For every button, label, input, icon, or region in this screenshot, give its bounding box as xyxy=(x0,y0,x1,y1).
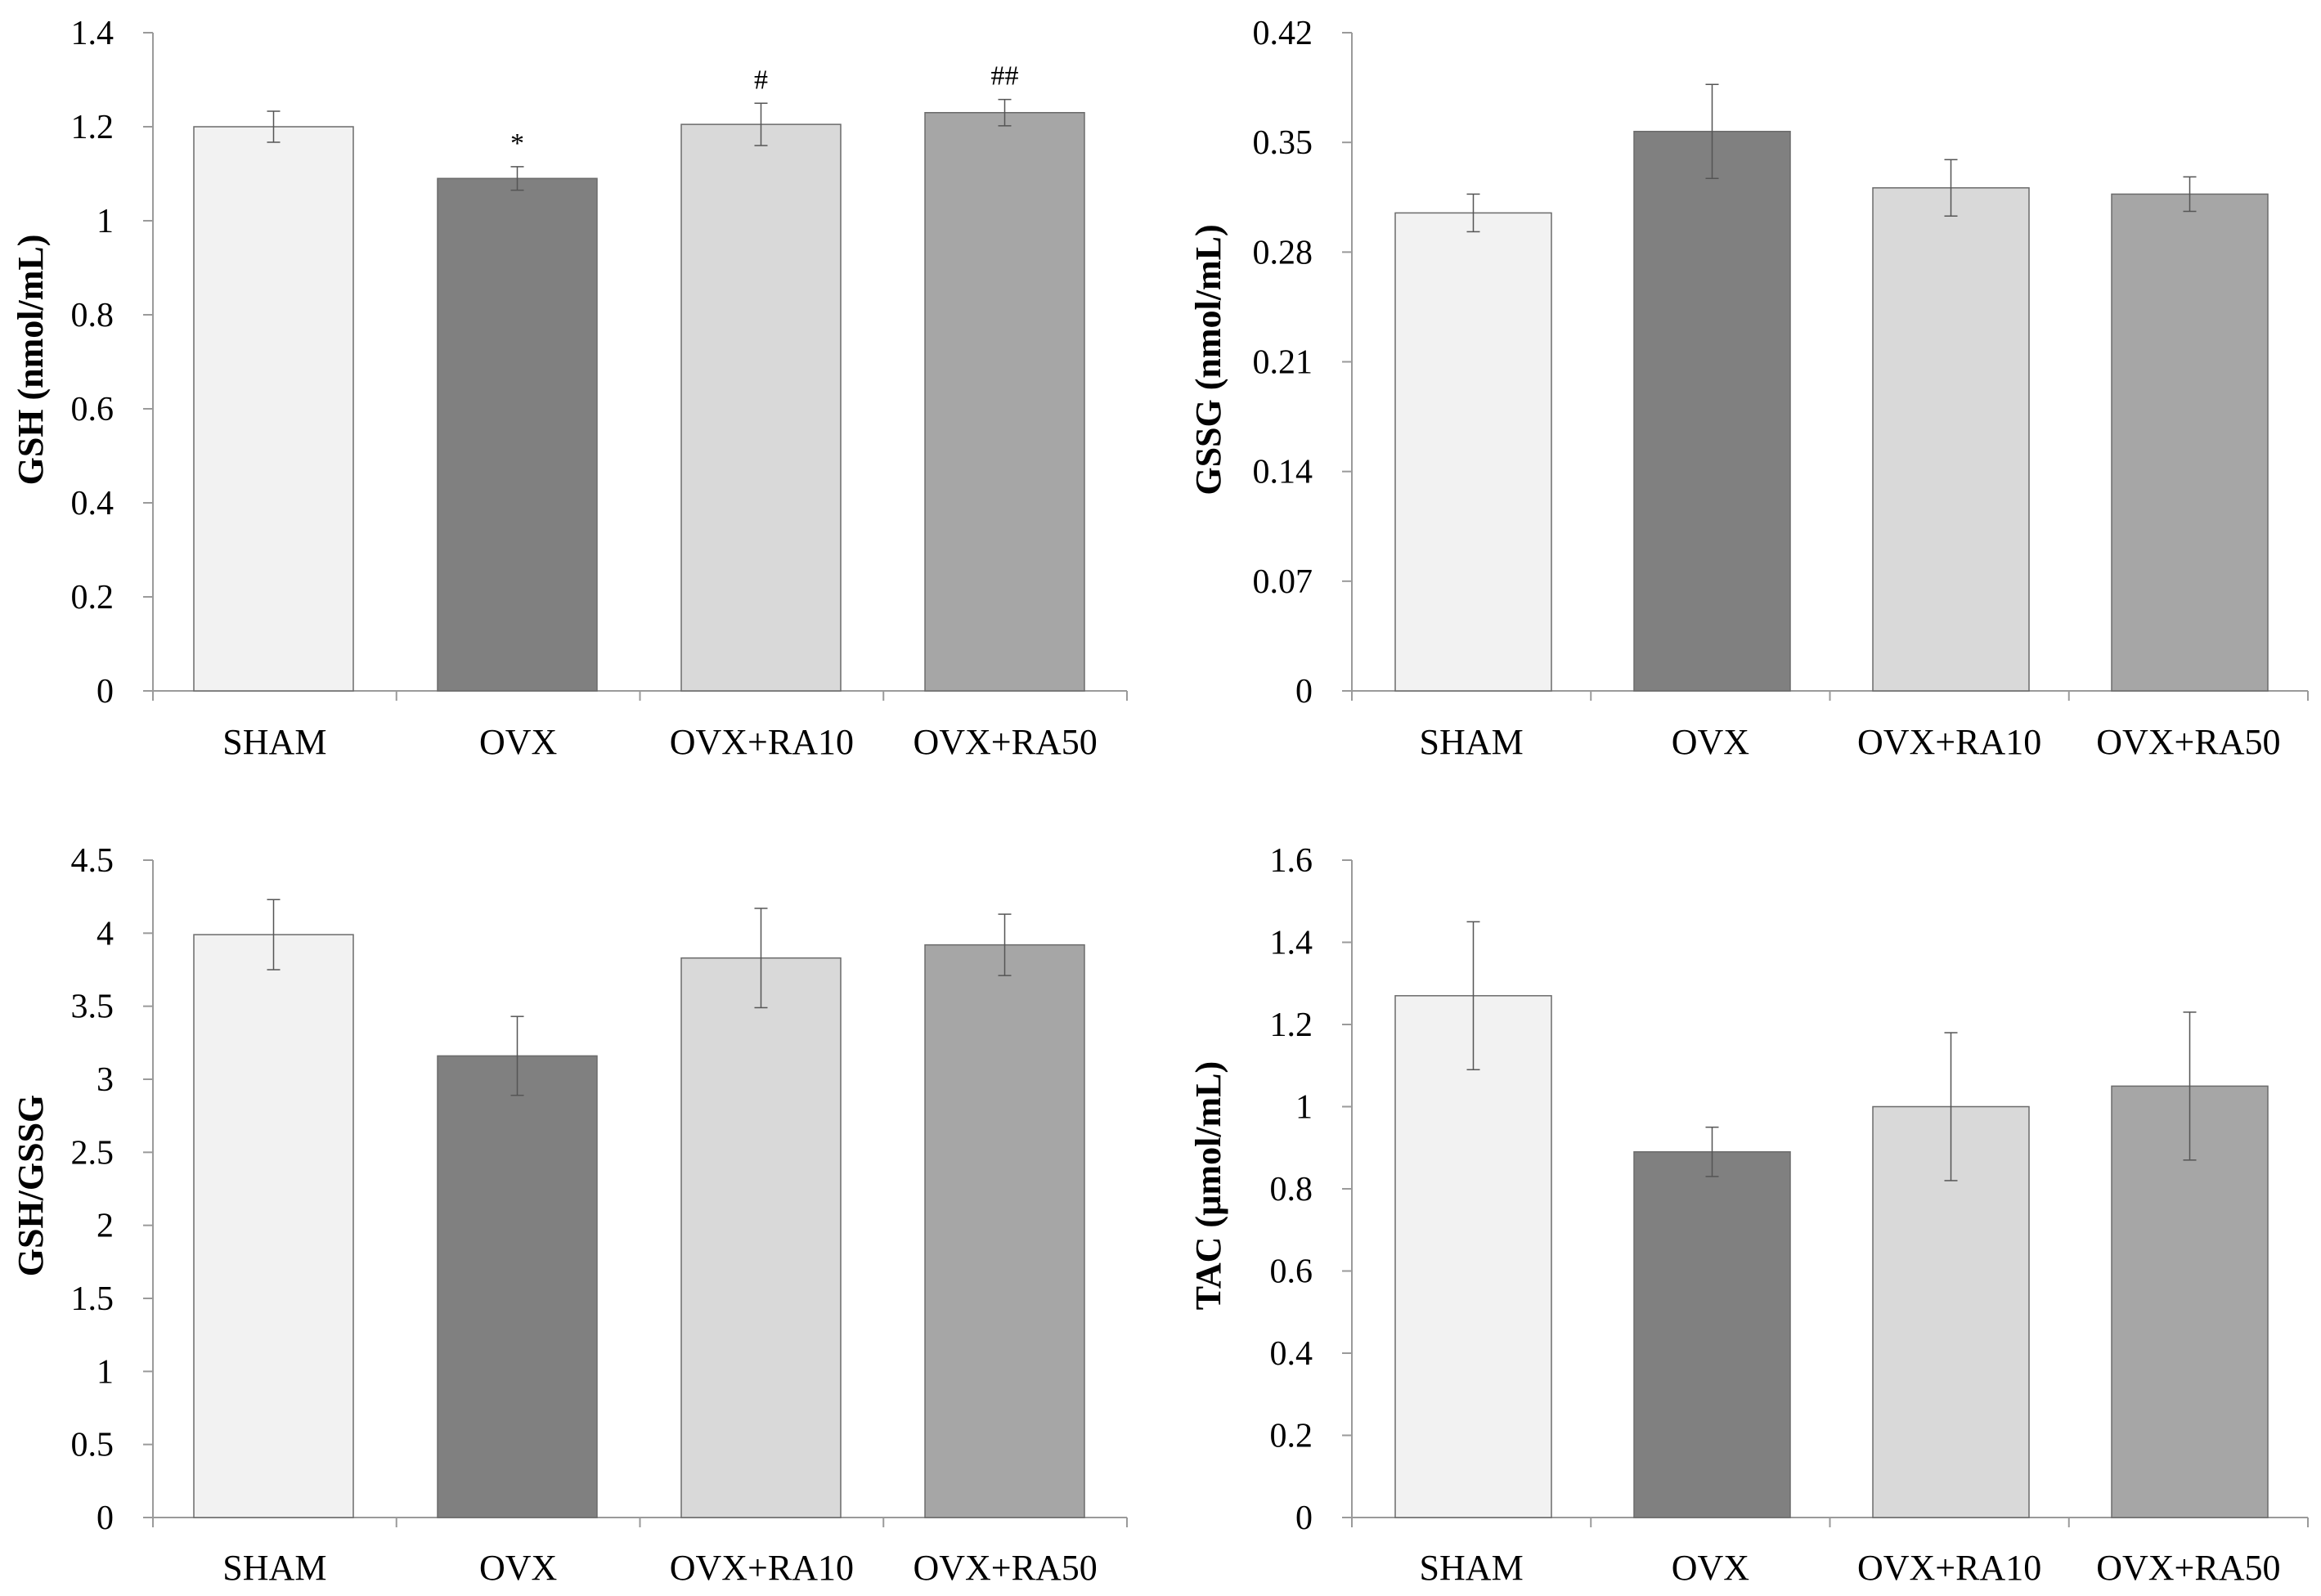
x-category-label: OVX+RA10 xyxy=(1857,722,2041,762)
bar-sham xyxy=(1394,995,1552,1518)
y-tick-label: 0 xyxy=(1295,673,1313,711)
x-category-label: SHAM xyxy=(222,1548,326,1588)
y-tick-label: 0.8 xyxy=(1270,1171,1313,1208)
bar-ovx-ra10 xyxy=(680,123,842,692)
bar-ovx xyxy=(437,1055,598,1518)
significance-marker: ## xyxy=(991,61,1019,92)
bar-sham xyxy=(193,126,354,692)
x-category-label: OVX+RA10 xyxy=(1857,1548,2041,1588)
chart-panel-4: 0 0.2 0.4 0.6 0.8 1 1.2 1.4 1.6 SHAM OVX OVX+RA10 OV… xyxy=(1188,842,2309,1588)
y-tick-label: 0.5 xyxy=(71,1427,114,1464)
bar-ovx xyxy=(437,177,598,692)
x-category-label: OVX xyxy=(479,722,557,762)
y-tick-label: 1 xyxy=(97,203,114,240)
bar-ovx-ra10 xyxy=(680,957,842,1518)
x-category-label: OVX+RA50 xyxy=(913,1548,1097,1588)
y-tick-label: 0.21 xyxy=(1253,344,1313,382)
x-category-label: OVX xyxy=(1672,1548,1749,1588)
y-tick-label: 1.4 xyxy=(1270,925,1313,962)
x-category-label: OVX+RA10 xyxy=(670,1548,854,1588)
y-axis-title: TAC (µmol/mL) xyxy=(1188,1061,1228,1310)
y-axis-title: GSH (nmol/mL) xyxy=(11,235,51,486)
bar-sham xyxy=(1394,212,1552,692)
y-tick-label: 3.5 xyxy=(71,989,114,1026)
y-tick-label: 1.2 xyxy=(71,109,114,146)
chart-panel-1: 0 0.2 0.4 0.6 0.8 1 1.2 1.4 SHAM * OVX # OVX+RA10 ## O… xyxy=(11,15,1128,762)
significance-marker: # xyxy=(754,65,768,95)
y-tick-label: 4.5 xyxy=(71,842,114,880)
y-tick-label: 0 xyxy=(97,673,114,711)
y-tick-label: 0.2 xyxy=(71,579,114,616)
y-tick-label: 0.4 xyxy=(71,485,114,522)
x-category-label: OVX+RA50 xyxy=(2096,722,2280,762)
y-tick-label: 0.42 xyxy=(1253,15,1313,52)
y-tick-label: 1.5 xyxy=(71,1280,114,1318)
x-category-label: OVX+RA10 xyxy=(670,722,854,762)
y-tick-label: 0.07 xyxy=(1253,563,1313,601)
bar-ovx xyxy=(1633,1151,1791,1518)
x-category-label: OVX+RA50 xyxy=(2096,1548,2280,1588)
significance-marker: * xyxy=(510,128,524,159)
y-tick-label: 0.6 xyxy=(71,391,114,428)
y-tick-label: 3 xyxy=(97,1061,114,1099)
y-tick-label: 4 xyxy=(97,915,114,953)
y-tick-label: 0.35 xyxy=(1253,124,1313,162)
bar-ovx-ra10 xyxy=(1872,187,2030,692)
y-tick-label: 0.14 xyxy=(1253,454,1313,491)
y-tick-label: 0 xyxy=(1295,1500,1313,1537)
x-category-label: OVX xyxy=(1672,722,1749,762)
x-category-label: SHAM xyxy=(222,722,326,762)
chart-panel-2: 0 0.07 0.14 0.21 0.28 0.35 0.42 SHAM OVX OVX+RA10… xyxy=(1188,15,2309,762)
bar-sham xyxy=(193,934,354,1518)
y-tick-label: 2 xyxy=(97,1208,114,1245)
y-tick-label: 0.4 xyxy=(1270,1335,1313,1373)
y-tick-label: 1.2 xyxy=(1270,1006,1313,1044)
y-tick-label: 0.2 xyxy=(1270,1418,1313,1455)
y-tick-label: 1 xyxy=(1295,1089,1313,1127)
bar-ovx-ra50 xyxy=(924,944,1085,1518)
x-category-label: SHAM xyxy=(1420,1548,1524,1588)
y-tick-label: 1.6 xyxy=(1270,842,1313,880)
y-tick-label: 1 xyxy=(97,1353,114,1391)
y-tick-label: 0.28 xyxy=(1253,234,1313,271)
bar-ovx xyxy=(1633,131,1791,692)
y-axis-title: GSSG (nmol/mL) xyxy=(1188,224,1228,495)
y-tick-label: 0.8 xyxy=(71,297,114,334)
x-category-label: SHAM xyxy=(1420,722,1524,762)
y-tick-label: 1.4 xyxy=(71,15,114,52)
y-tick-label: 2.5 xyxy=(71,1134,114,1172)
x-category-label: OVX xyxy=(479,1548,557,1588)
bar-ovx-ra50 xyxy=(2111,193,2269,692)
y-tick-label: 0 xyxy=(97,1500,114,1537)
y-tick-label: 0.6 xyxy=(1270,1253,1313,1291)
y-axis-title: GSH/GSSG xyxy=(11,1095,51,1277)
chart-panel-3: 0 0.5 1 1.5 2 2.5 3 3.5 4 4.5 SHAM OVX OVX+RA10 OVX+R… xyxy=(11,842,1128,1588)
bar-ovx-ra50 xyxy=(924,112,1085,692)
x-category-label: OVX+RA50 xyxy=(913,722,1097,762)
